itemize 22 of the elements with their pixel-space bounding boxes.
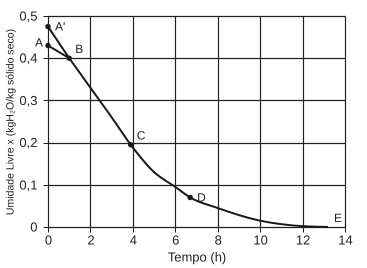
annotation: A' — [55, 20, 66, 34]
x-axis-title: Tempo (h) — [168, 250, 226, 264]
x-tick-label: 8 — [214, 232, 222, 248]
y-tick-label: 0,2 — [19, 135, 38, 150]
annotation: C — [136, 128, 146, 143]
x-tick-label: 6 — [172, 232, 180, 248]
x-tick-label: 2 — [87, 232, 95, 248]
y-tick-label: 0,3 — [19, 92, 38, 108]
x-tick-label: 14 — [338, 232, 353, 248]
x-tick-label: 12 — [296, 232, 310, 248]
y-axis-title: Umidade Livre x (kgH₂O/kg sólido seco) — [4, 28, 16, 216]
y-tick-label: 0,4 — [19, 50, 38, 66]
y-tick-label: 0,5 — [19, 8, 38, 24]
annotation: B — [75, 42, 84, 56]
annotation: E — [334, 211, 342, 225]
x-tick-label: 10 — [253, 232, 268, 248]
annotation: D — [197, 190, 206, 204]
y-tick-label: 0 — [30, 220, 38, 234]
x-tick-label: 0 — [44, 232, 52, 248]
y-tick-label: 0,1 — [19, 177, 38, 192]
x-tick-label: 4 — [130, 232, 137, 248]
annotation: A — [34, 36, 43, 50]
